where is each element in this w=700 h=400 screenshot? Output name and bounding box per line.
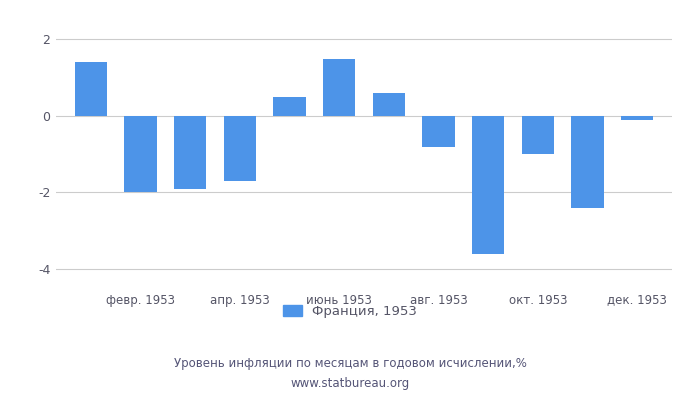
Bar	[522, 116, 554, 154]
Bar	[174, 116, 206, 188]
Bar	[273, 97, 306, 116]
Bar	[224, 116, 256, 181]
Text: Уровень инфляции по месяцам в годовом исчислении,%: Уровень инфляции по месяцам в годовом ис…	[174, 358, 526, 370]
Legend: Франция, 1953: Франция, 1953	[278, 300, 422, 324]
Text: www.statbureau.org: www.statbureau.org	[290, 378, 410, 390]
Bar	[621, 116, 653, 120]
Bar	[472, 116, 504, 254]
Bar	[571, 116, 603, 208]
Bar	[422, 116, 455, 146]
Bar	[372, 93, 405, 116]
Bar	[323, 58, 356, 116]
Bar	[75, 62, 107, 116]
Bar	[125, 116, 157, 192]
